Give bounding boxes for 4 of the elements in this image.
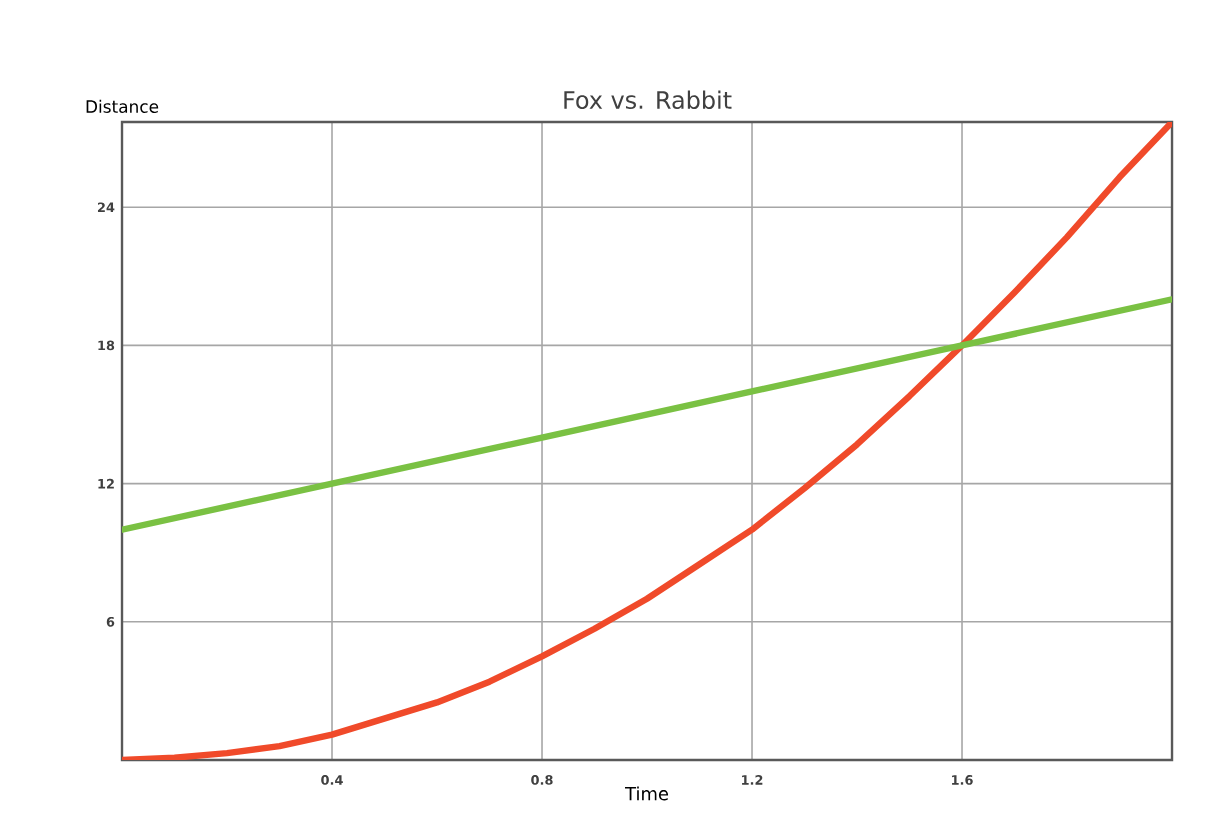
y-axis-title: Distance bbox=[86, 99, 159, 113]
x-axis-title: Time bbox=[625, 786, 669, 801]
line-series bbox=[122, 296, 1173, 533]
chart-title: Fox vs. Rabbit bbox=[564, 90, 732, 109]
